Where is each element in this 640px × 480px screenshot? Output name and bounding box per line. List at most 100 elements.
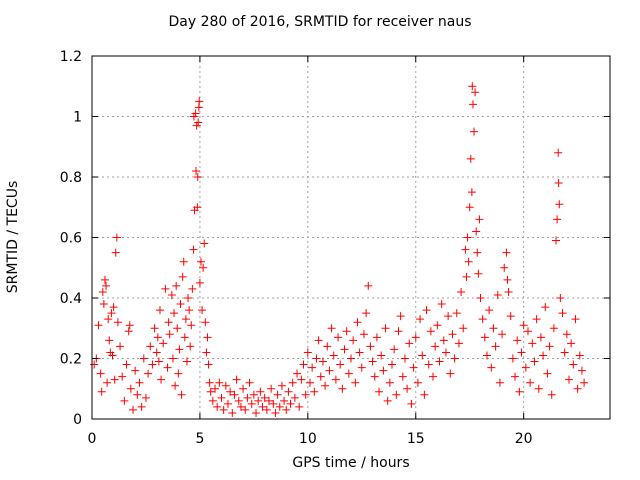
data-point [562,330,571,339]
data-point [564,375,573,384]
data-point [318,357,327,366]
data-point [405,339,414,348]
y-tick-label: 0.8 [60,170,82,186]
data-point [107,309,116,318]
data-point [549,324,558,333]
data-point [347,354,355,363]
data-point [459,324,468,333]
data-point [249,390,258,399]
grid-lines [92,56,610,419]
data-point [366,342,375,351]
data-point [409,363,418,372]
x-tick-label: 10 [299,431,317,447]
data-point [396,312,405,321]
data-point [334,333,343,342]
data-point [150,324,159,333]
data-point [165,330,174,339]
data-point [186,342,195,351]
data-point [105,336,114,345]
data-point [377,351,386,360]
x-tick-label: 20 [515,431,533,447]
data-point [167,290,176,299]
data-point [468,100,477,109]
data-point [100,275,109,284]
data-point [305,378,314,387]
data-point [112,233,121,242]
data-point [390,345,399,354]
y-tick-label: 0.4 [60,291,82,307]
data-point [388,360,397,369]
data-point [342,327,351,336]
data-point [239,384,248,393]
data-point [155,306,164,315]
data-point [198,306,207,315]
data-point [424,360,433,369]
data-point [170,309,179,318]
data-point [467,188,476,197]
data-point [191,109,200,118]
data-point [526,378,535,387]
data-point [413,378,422,387]
data-point [437,300,446,309]
data-point [90,360,99,369]
data-point [503,275,512,284]
data-point [177,390,186,399]
data-point [504,287,513,296]
data-point [215,378,224,387]
data-point [325,366,334,375]
data-point [385,378,394,387]
y-tick-label: 1 [73,110,82,126]
data-point [398,372,407,381]
data-point [286,399,295,408]
data-point [521,363,530,372]
data-point [252,408,261,417]
data-point [446,369,455,378]
data-point [111,248,120,257]
data-point [575,351,584,360]
data-point [560,348,569,357]
data-point [462,272,471,281]
data-point [203,333,212,342]
data-point [94,321,103,330]
data-point [206,387,215,396]
y-tick-label: 0.6 [60,231,82,247]
data-point [495,378,504,387]
data-point [541,303,550,312]
data-point [201,318,210,327]
data-point [182,357,191,366]
data-point [172,281,181,290]
data-point [340,345,349,354]
data-point [159,339,168,348]
data-point [195,278,204,287]
data-point [152,348,161,357]
data-point [174,369,183,378]
data-point [454,339,463,348]
data-point [353,318,362,327]
data-point [511,372,520,381]
data-point [422,306,431,315]
data-point [179,257,188,266]
data-point [199,263,208,272]
data-point [275,402,284,411]
data-point [403,384,412,393]
data-point [471,88,480,97]
data-point [154,357,163,366]
data-point [144,369,153,378]
data-point [288,378,297,387]
data-point [273,390,282,399]
data-point [441,348,450,357]
data-point [519,321,528,330]
data-point [299,360,308,369]
data-point [472,227,481,236]
data-point [364,281,373,290]
data-point [228,408,237,417]
data-point [180,333,189,342]
data-point [192,166,201,175]
data-point [515,387,524,396]
data-point [271,408,280,417]
data-point [539,351,548,360]
data-point [547,390,556,399]
data-point [407,399,416,408]
data-point [468,82,477,91]
